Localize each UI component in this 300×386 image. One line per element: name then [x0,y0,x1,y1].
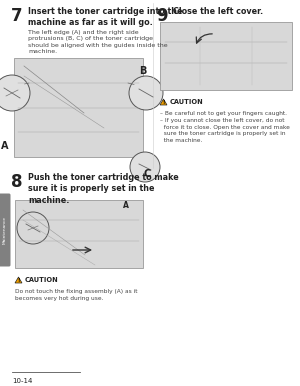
Polygon shape [160,99,167,105]
Text: CAUTION: CAUTION [25,278,59,283]
Circle shape [130,152,160,182]
Bar [15,200,143,268]
Text: Insert the toner cartridge into the
machine as far as it will go.: Insert the toner cartridge into the mach… [28,7,182,27]
Text: Maintenance: Maintenance [2,216,7,244]
Circle shape [17,212,49,244]
Text: – Be careful not to get your fingers caught.
– If you cannot close the left cove: – Be careful not to get your fingers cau… [160,111,290,143]
Text: Do not touch the fixing assembly (A) as it
becomes very hot during use.: Do not touch the fixing assembly (A) as … [15,289,137,301]
Text: Push the toner cartridge to make
sure it is properly set in the
machine.: Push the toner cartridge to make sure it… [28,173,179,205]
Text: !: ! [17,278,20,283]
Text: 10-14: 10-14 [12,378,32,384]
Circle shape [129,76,163,110]
Circle shape [0,75,30,111]
Text: !: ! [162,100,165,105]
Text: Close the left cover.: Close the left cover. [173,7,263,16]
Polygon shape [15,277,22,283]
Text: A: A [1,141,8,151]
Text: 7: 7 [11,7,22,25]
Text: B: B [139,66,146,76]
Text: CAUTION: CAUTION [170,100,204,105]
Text: C: C [144,169,151,179]
Bar [160,22,292,90]
Bar [14,58,143,157]
FancyBboxPatch shape [0,193,11,266]
Text: 8: 8 [11,173,22,191]
Text: The left edge (A) and the right side
protrusions (B, C) of the toner cartridge
s: The left edge (A) and the right side pro… [28,30,168,54]
Text: 9: 9 [156,7,168,25]
Text: A: A [123,201,129,210]
